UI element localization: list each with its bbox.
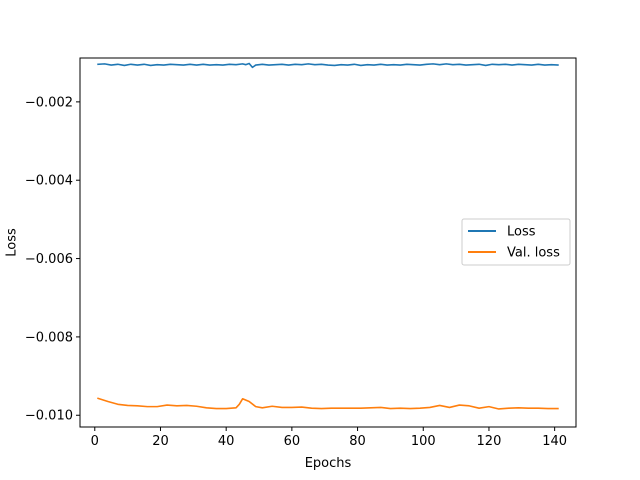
x-tick-label: 100 xyxy=(411,434,436,449)
plot-frame xyxy=(79,57,577,428)
y-tick-label: −0.008 xyxy=(25,330,73,345)
x-axis-label: Epochs xyxy=(305,456,352,471)
series-line-loss xyxy=(97,62,559,69)
x-tick-label: 0 xyxy=(91,434,99,449)
ticks-layer: 0 20 40 60 80 100 120 140 −0.002 −0.004 −0.006 −0.0… xyxy=(25,95,567,449)
series-layer xyxy=(97,62,559,410)
y-tick-label: −0.006 xyxy=(25,252,73,267)
legend-label-loss: Loss xyxy=(507,225,536,240)
x-tick-label: 140 xyxy=(542,434,567,449)
y-tick-label: −0.004 xyxy=(25,174,73,189)
x-tick-label: 80 xyxy=(349,434,366,449)
x-tick-label: 60 xyxy=(284,434,301,449)
x-tick-label: 40 xyxy=(218,434,235,449)
y-axis-label: Loss xyxy=(5,228,20,257)
x-tick-label: 20 xyxy=(152,434,169,449)
legend-label-val-loss: Val. loss xyxy=(507,246,560,261)
y-tick-label: −0.002 xyxy=(25,95,73,110)
y-tick-label: −0.010 xyxy=(25,409,73,424)
legend: Loss Val. loss xyxy=(461,218,571,266)
x-tick-label: 120 xyxy=(477,434,502,449)
series-line-val-loss xyxy=(97,397,559,410)
